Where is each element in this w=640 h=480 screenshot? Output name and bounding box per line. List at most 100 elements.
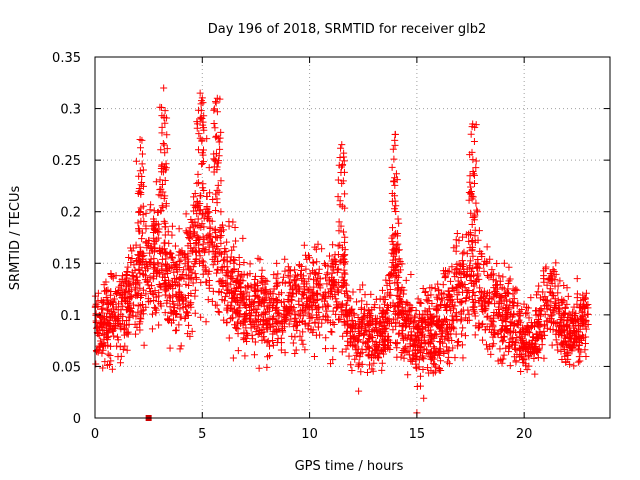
- data-point: [163, 299, 171, 307]
- data-point: [200, 126, 208, 134]
- data-point: [525, 348, 533, 356]
- data-point: [132, 157, 140, 165]
- data-point: [425, 296, 433, 304]
- data-point: [299, 328, 307, 336]
- data-point: [160, 217, 168, 225]
- data-point: [571, 330, 579, 338]
- data-point: [407, 356, 415, 364]
- data-point: [347, 324, 355, 332]
- data-point: [574, 358, 582, 366]
- data-point: [447, 297, 455, 305]
- data-point: [175, 321, 183, 329]
- data-point: [129, 272, 137, 280]
- data-point: [461, 284, 469, 292]
- data-point: [481, 305, 489, 313]
- y-axis-label: SRMTID / TECUs: [8, 186, 23, 291]
- data-point: [161, 231, 169, 239]
- data-point: [205, 208, 213, 216]
- data-point: [479, 336, 487, 344]
- data-point: [319, 313, 327, 321]
- data-point: [170, 274, 178, 282]
- data-point: [553, 341, 561, 349]
- data-point: [198, 137, 206, 145]
- data-point: [248, 331, 256, 339]
- data-point: [96, 312, 104, 320]
- data-point: [240, 259, 248, 267]
- data-point: [184, 242, 192, 250]
- data-point: [365, 328, 373, 336]
- data-point: [302, 251, 310, 259]
- data-point: [340, 266, 348, 274]
- data-point: [539, 288, 547, 296]
- data-point: [213, 242, 221, 250]
- data-point: [394, 215, 402, 223]
- data-point: [544, 276, 552, 284]
- data-point: [266, 352, 274, 360]
- data-point: [569, 319, 577, 327]
- data-point: [207, 232, 215, 240]
- data-point: [389, 145, 397, 153]
- data-point: [117, 352, 125, 360]
- data-point: [251, 338, 259, 346]
- data-point: [112, 287, 120, 295]
- data-point: [154, 259, 162, 267]
- data-point: [509, 290, 517, 298]
- data-point: [357, 306, 365, 314]
- data-point: [228, 294, 236, 302]
- data-point: [533, 319, 541, 327]
- data-point: [99, 304, 107, 312]
- data-point: [351, 338, 359, 346]
- data-point: [457, 269, 465, 277]
- data-point: [138, 136, 146, 144]
- data-point: [137, 204, 145, 212]
- data-point: [164, 228, 172, 236]
- data-point: [263, 302, 271, 310]
- data-point: [535, 344, 543, 352]
- data-point: [561, 346, 569, 353]
- data-point: [228, 246, 236, 254]
- data-point: [341, 190, 349, 198]
- data-point: [582, 325, 590, 333]
- data-point: [552, 270, 560, 278]
- data-point: [420, 355, 428, 363]
- data-point: [371, 347, 379, 355]
- data-point: [117, 282, 125, 290]
- data-point: [217, 278, 225, 286]
- data-point: [120, 294, 128, 302]
- data-point: [270, 299, 278, 307]
- data-point: [567, 335, 575, 343]
- data-point: [252, 292, 260, 300]
- data-point: [424, 316, 432, 324]
- data-point: [161, 107, 169, 115]
- data-point: [223, 318, 231, 326]
- data-point: [194, 201, 202, 209]
- data-point: [541, 310, 549, 318]
- data-point: [341, 204, 349, 212]
- data-point: [291, 350, 299, 358]
- data-point: [393, 344, 401, 352]
- data-point: [463, 250, 471, 258]
- data-point: [425, 369, 433, 377]
- data-point: [575, 346, 583, 354]
- data-point: [290, 317, 298, 325]
- plot-frame: [94, 56, 611, 419]
- data-point: [209, 247, 217, 255]
- data-point: [280, 298, 288, 306]
- data-point: [494, 312, 502, 320]
- data-point: [161, 177, 169, 185]
- data-point: [360, 320, 368, 328]
- data-point: [482, 341, 490, 349]
- data-point: [357, 350, 365, 358]
- data-point: [567, 344, 575, 352]
- data-point: [552, 327, 560, 335]
- data-point: [138, 160, 146, 168]
- data-point: [147, 201, 155, 209]
- data-point: [151, 244, 159, 252]
- data-point: [382, 276, 390, 284]
- data-point: [203, 203, 211, 211]
- data-point: [509, 327, 517, 335]
- data-point: [177, 256, 185, 264]
- data-point: [420, 394, 428, 402]
- y-tick-label: 0: [73, 412, 81, 427]
- data-point: [188, 268, 196, 276]
